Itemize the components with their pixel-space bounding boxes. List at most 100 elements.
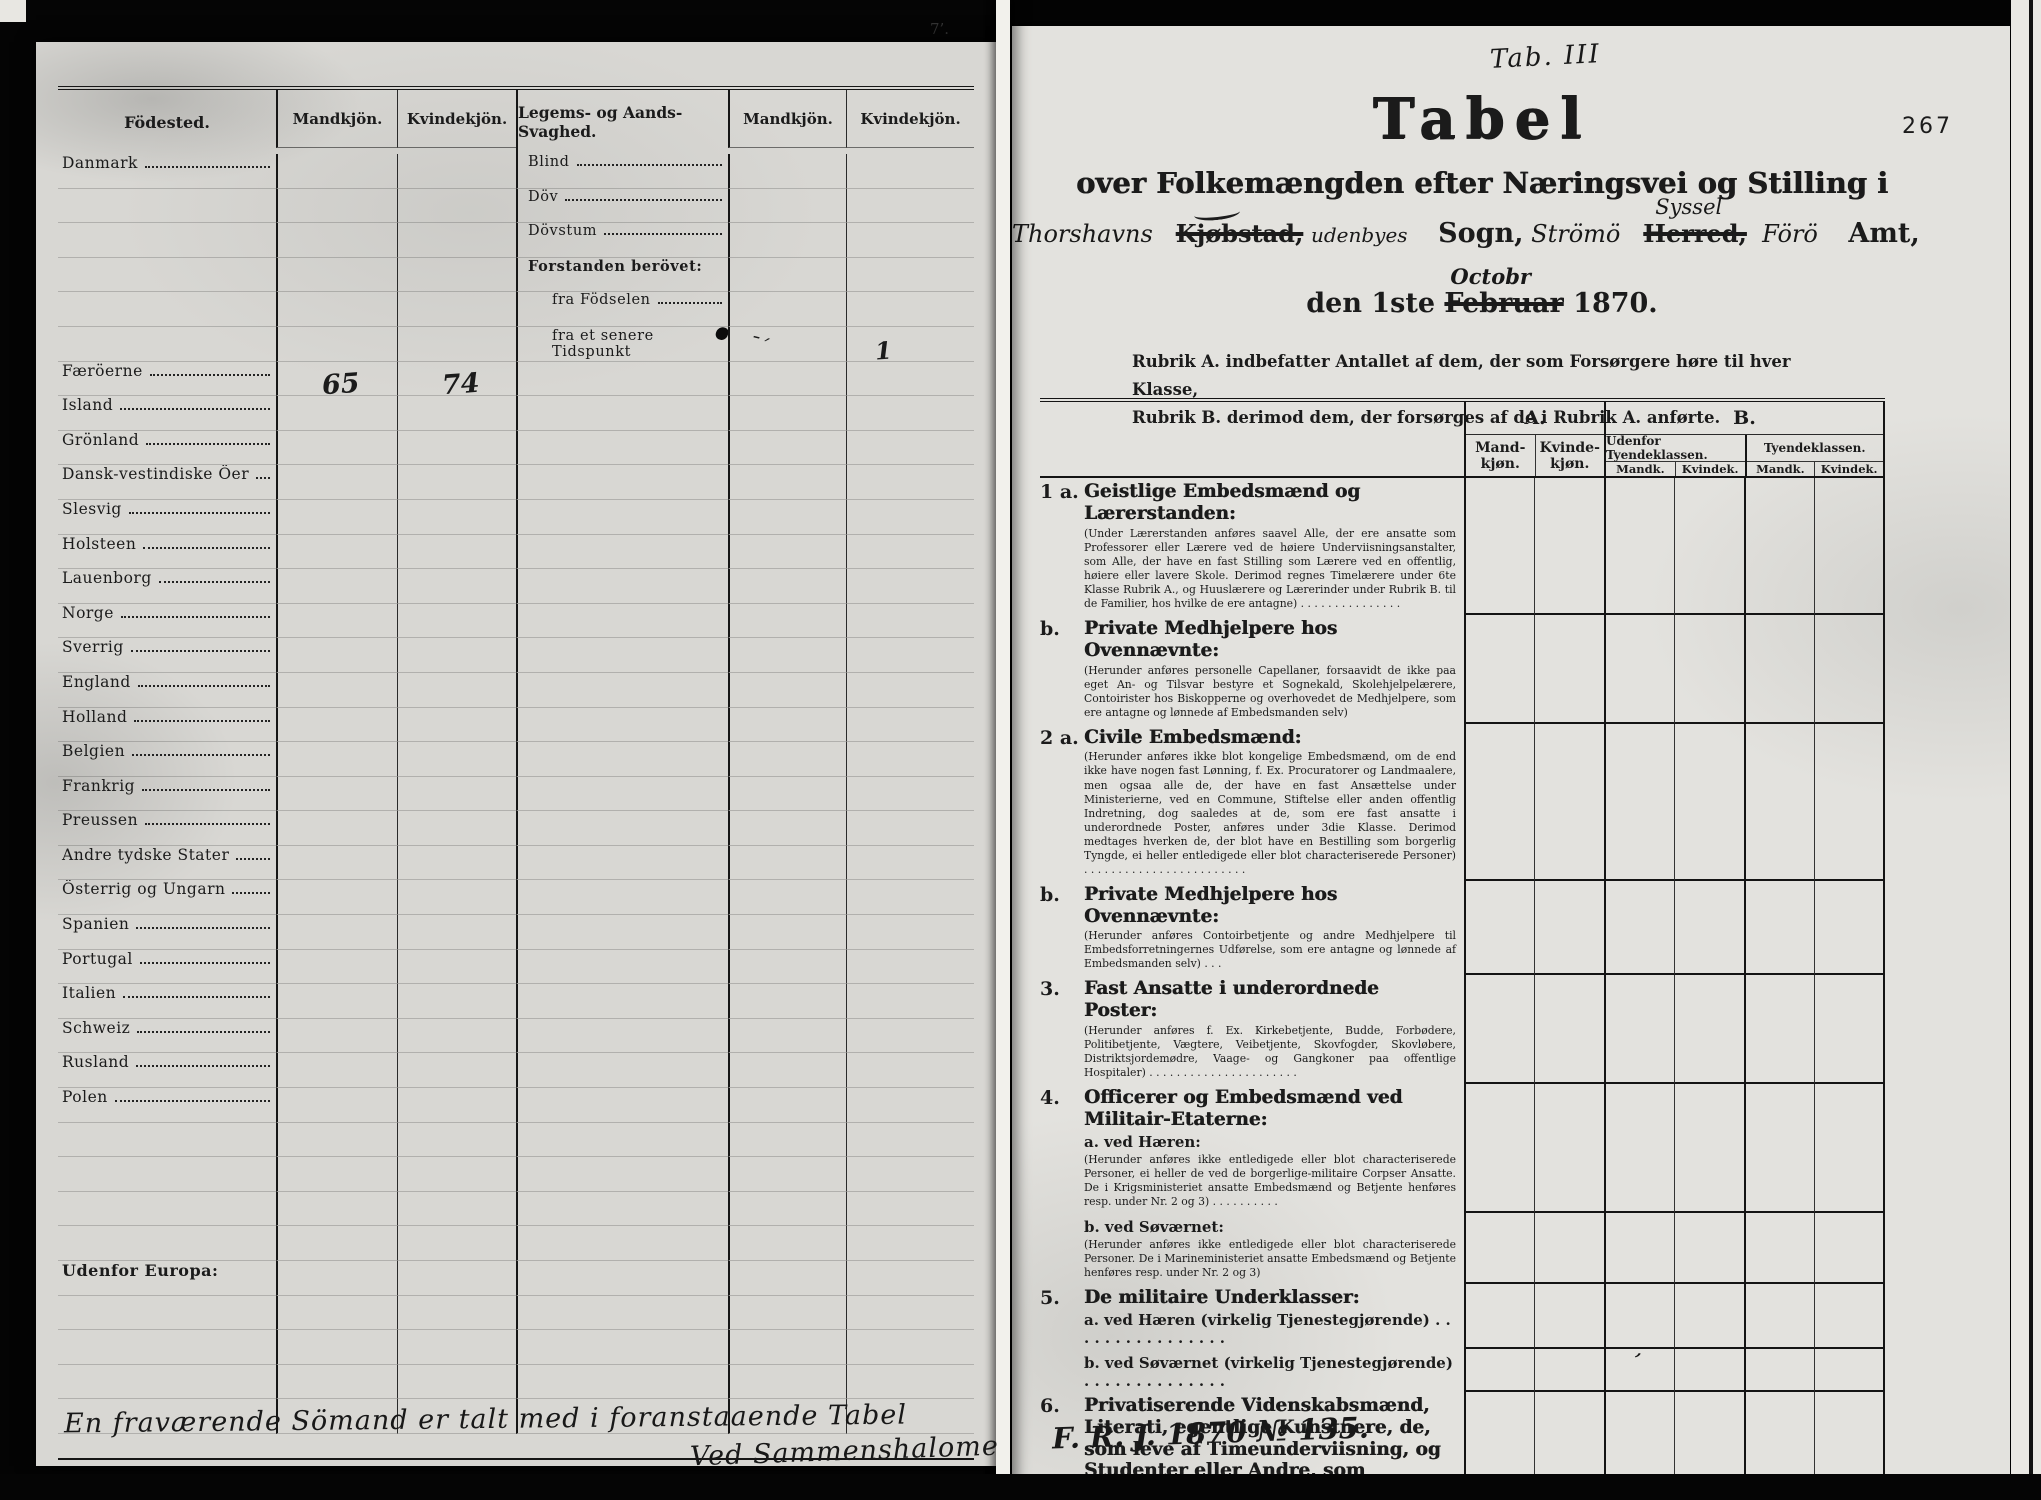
disability-empty-cell [516,707,728,743]
count-cell [1534,478,1604,615]
table-row: Döv [58,188,974,224]
occupation-row: 4. Officerer og Embedsmænd ved Militair-E… [1040,1084,1885,1214]
header-group-b: B. Udenfor Tyendeklassen. Mandk. Kvindek… [1604,402,1885,478]
birthplace-label: Frankrig [62,776,136,795]
count-cell [1674,723,1744,881]
female-count-cell-2 [846,603,974,639]
female-count-cell [397,154,516,189]
table-row: Grönland [58,430,974,466]
ink-tick: ˉˊ [745,330,771,359]
female-count-cell-2 [846,742,974,777]
birthplace-label: Österrig og Ungarn [62,880,226,899]
female-count-cell [397,1261,516,1296]
table-row: Sverrig [58,638,974,673]
birthplace-empty-cell [58,1192,276,1227]
disability-empty-cell [516,499,728,535]
female-count-cell [397,1330,516,1365]
count-cell [1674,880,1744,976]
header-udenfor-tyende: Udenfor Tyendeklassen. Mandk. Kvindek. [1606,434,1745,476]
scan-edge-line [2029,0,2033,1500]
birthplace-empty-cell [58,1330,276,1365]
table-row [58,1157,974,1192]
occupation-title: Officerer og Embedsmænd ved Militair-Eta… [1084,1087,1403,1131]
female-count-cell [397,499,516,535]
disability-label: Forstanden berövet: [528,257,703,275]
occupation-number: 3. [1040,978,1060,1001]
disability-label: Döv [528,188,559,205]
right-page: Tab. III 267 Tabel over Folkemængden eft… [1012,26,2010,1500]
header-tyende: Tyendeklassen. Mandk. Kvindek. [1744,435,1883,476]
birthplace-empty-cell [58,258,276,293]
male-count-cell-2 [728,1191,846,1227]
birthplace-label: Holsteen [62,534,137,553]
count-cell [1534,1213,1604,1285]
birthplace-label: Andre tydske Stater [62,845,230,864]
female-count-cell-2 [846,811,974,846]
header-udenfor-kvindek: Kvindek. [1674,462,1745,476]
header-tyende-label: Tyendeklassen. [1746,435,1883,462]
male-count-cell-2 [728,188,846,224]
occupation-data-cells [1464,723,1885,881]
male-count-cell-2 [728,534,846,570]
dotted-leader [139,961,270,964]
count-cell [1744,723,1814,881]
dotted-leader [132,753,270,757]
disability-empty-cell [516,638,728,673]
birthplace-empty-cell [58,1365,276,1400]
female-count-cell-2 [846,1295,974,1331]
male-count-cell-2 [728,672,846,708]
disability-empty-cell [516,603,728,639]
male-count-cell-2 [728,1226,846,1261]
table-row: Danmark Blind [58,154,974,189]
occupation-note: (Under Lærerstanden anføres saavel Alle,… [1084,526,1456,610]
count-cell [1744,1284,1814,1349]
male-count-cell [276,1295,397,1331]
disability-empty-cell [516,949,728,985]
table-row: Portugal [58,949,974,985]
birthplace-label: Polen [62,1088,108,1107]
printed-sogn: Sogn, [1438,218,1524,249]
birthplace-label-cell: Preussen [58,811,276,846]
dotted-leader [143,546,270,549]
birthplace-empty-cell [58,189,276,224]
male-count-cell [276,1330,397,1365]
table-row: Udenfor Europa: [58,1261,974,1296]
count-cell [1604,1084,1674,1214]
birthplace-label-cell: Norge [58,604,276,639]
count-cell [1814,1084,1885,1214]
female-count-cell-2 [846,1018,974,1054]
count-cell [1534,1348,1604,1392]
birthplace-label: England [62,672,131,691]
birthplace-empty-cell [58,223,276,258]
female-count-cell-2 [846,1157,974,1192]
female-count-cell-2 [846,1261,974,1296]
male-count-cell [276,188,397,224]
printed-amt: Amt, [1848,218,1920,249]
male-count-cell-2: ˉˊ [728,326,846,362]
count-cell [1534,975,1604,1085]
female-count-cell-2 [846,672,974,708]
occupation-data-cells [1464,1391,1885,1500]
male-count-cell [276,534,397,570]
dotted-leader [130,649,270,653]
disability-empty-cell [516,1053,728,1089]
birthplace-label: Preussen [62,811,139,830]
birthplace-label-cell: Udenfor Europa: [58,1261,276,1296]
count-cell [1814,614,1885,724]
male-count-cell-2 [728,638,846,673]
dotted-leader [604,232,722,236]
birthplace-label: Schweiz [62,1018,131,1037]
birthplace-empty-cell [58,327,276,362]
date-line: den 1ste Octobr Februar 1870. [1012,264,1952,319]
birthplace-label: Lauenborg [62,569,152,588]
table-row [58,1226,974,1261]
table-row: Österrig og Ungarn [58,880,974,916]
dotted-leader [158,580,270,584]
count-cell [1744,614,1814,724]
female-count-cell-2 [846,534,974,570]
count-cell [1464,975,1534,1085]
occupation-desc-cell: 5. De militaire Underklasser: a. ved Hæren… [1040,1284,1464,1349]
disability-empty-cell [516,430,728,466]
count-cell [1604,1213,1674,1285]
male-count-cell [276,465,397,500]
